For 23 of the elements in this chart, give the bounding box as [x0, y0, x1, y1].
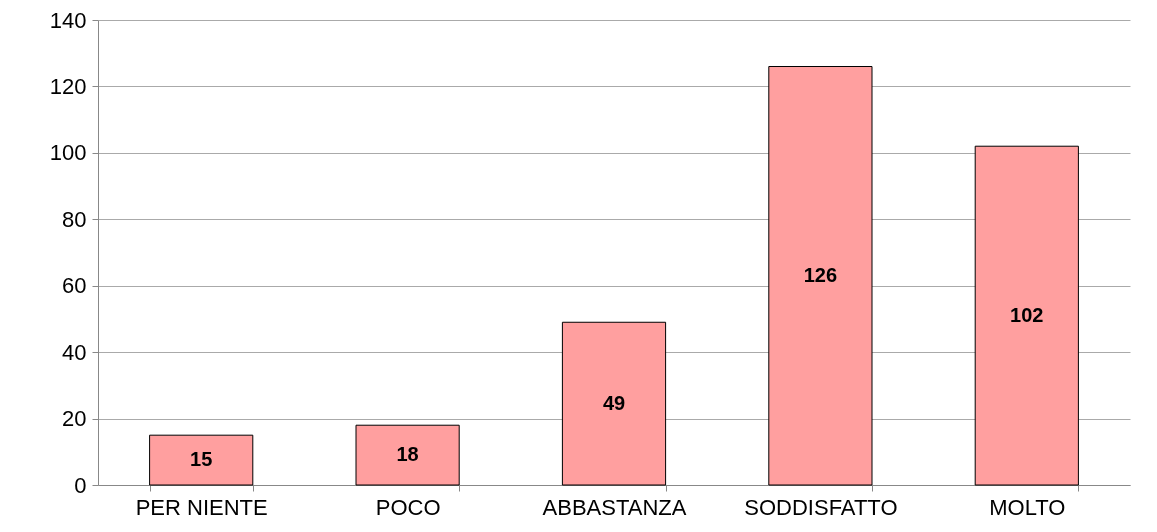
data-label: 49 [602, 391, 626, 414]
data-label: 18 [396, 443, 419, 466]
y-tick-label: 80 [62, 206, 87, 232]
y-tick-label: 20 [62, 406, 87, 432]
bar [974, 145, 1079, 486]
data-label: 126 [803, 263, 838, 286]
y-tick-label: 40 [62, 339, 87, 365]
x-tick-label: SODDISFATTO [744, 494, 898, 520]
bar [355, 424, 460, 486]
bar [768, 66, 873, 486]
x-tick-label: MOLTO [989, 494, 1066, 520]
data-label: 15 [190, 448, 213, 471]
y-tick-label: 0 [74, 472, 87, 498]
x-tick-label: POCO [375, 494, 441, 520]
y-tick-label: 100 [49, 140, 87, 166]
y-tick-label: 140 [49, 7, 87, 33]
data-label: 102 [1010, 303, 1044, 326]
y-tick-label: 60 [62, 273, 87, 299]
x-tick-label: ABBASTANZA [542, 494, 687, 520]
x-tick-label: PER NIENTE [135, 494, 268, 520]
bar [149, 434, 254, 486]
y-tick-label: 120 [49, 73, 87, 99]
bar [561, 321, 667, 486]
